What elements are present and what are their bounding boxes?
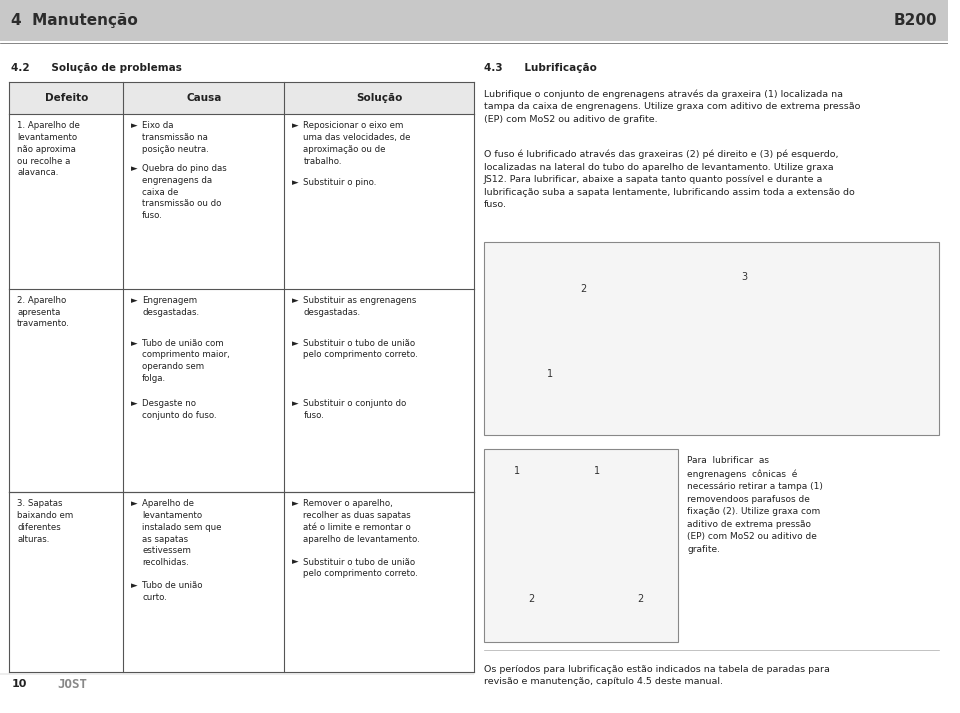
Text: Remover o aparelho,
recolher as duas sapatas
até o limite e remontar o
aparelho : Remover o aparelho, recolher as duas sap… xyxy=(303,499,420,543)
Text: Para  lubrificar  as
engrenagens  cônicas  é
necessário retirar a tampa (1)
remo: Para lubrificar as engrenagens cônicas é… xyxy=(687,456,824,553)
Text: Engrenagem
desgastadas.: Engrenagem desgastadas. xyxy=(142,296,200,317)
Text: Causa: Causa xyxy=(186,93,222,103)
Text: ►: ► xyxy=(292,499,299,508)
Text: 2. Aparelho
apresenta
travamento.: 2. Aparelho apresenta travamento. xyxy=(17,296,70,329)
Text: ►: ► xyxy=(131,164,137,173)
Text: Desgaste no
conjunto do fuso.: Desgaste no conjunto do fuso. xyxy=(142,399,217,420)
Text: 1: 1 xyxy=(594,466,600,476)
Text: 4.3      Lubrificação: 4.3 Lubrificação xyxy=(484,63,596,73)
Text: B200: B200 xyxy=(893,13,937,29)
Bar xyxy=(484,242,939,435)
Text: 4.2      Solução de problemas: 4.2 Solução de problemas xyxy=(12,63,182,73)
Text: Substituir o tubo de união
pelo comprimento correto.: Substituir o tubo de união pelo comprime… xyxy=(303,558,419,578)
Text: Os períodos para lubrificação estão indicados na tabela de paradas para
revisão : Os períodos para lubrificação estão indi… xyxy=(484,665,829,686)
Text: Defeito: Defeito xyxy=(45,93,88,103)
Text: 2: 2 xyxy=(528,594,534,604)
Bar xyxy=(10,82,123,114)
Text: 3. Sapatas
baixando em
diferentes
alturas.: 3. Sapatas baixando em diferentes altura… xyxy=(17,499,73,543)
Text: Substituir o tubo de união
pelo comprimento correto.: Substituir o tubo de união pelo comprime… xyxy=(303,339,419,359)
Text: 2: 2 xyxy=(580,284,587,294)
Text: ►: ► xyxy=(131,581,137,590)
Text: ►: ► xyxy=(131,121,137,130)
Text: ►: ► xyxy=(131,339,137,348)
Text: 1: 1 xyxy=(547,369,553,379)
Text: ►: ► xyxy=(131,296,137,305)
Text: JOST: JOST xyxy=(57,678,87,691)
Text: ►: ► xyxy=(292,296,299,305)
Bar xyxy=(284,82,474,114)
Text: ►: ► xyxy=(292,178,299,188)
Text: ►: ► xyxy=(131,399,137,409)
Text: 1. Aparelho de
levantamento
não aproxima
ou recolhe a
alavanca.: 1. Aparelho de levantamento não aproxima… xyxy=(17,121,80,178)
Text: Substituir as engrenagens
desgastadas.: Substituir as engrenagens desgastadas. xyxy=(303,296,417,317)
Text: 10: 10 xyxy=(12,679,27,689)
Text: Reposicionar o eixo em
uma das velocidades, de
aproximação ou de
trabalho.: Reposicionar o eixo em uma das velocidad… xyxy=(303,121,411,165)
Text: 1: 1 xyxy=(514,466,519,476)
Bar xyxy=(484,449,678,642)
Text: Aparelho de
levantamento
instalado sem que
as sapatas
estivessem
recolhidas.: Aparelho de levantamento instalado sem q… xyxy=(142,499,222,567)
Text: Substituir o pino.: Substituir o pino. xyxy=(303,178,376,188)
Text: Lubrifique o conjunto de engrenagens através da graxeira (1) localizada na
tampa: Lubrifique o conjunto de engrenagens atr… xyxy=(484,89,860,123)
Text: Substituir o conjunto do
fuso.: Substituir o conjunto do fuso. xyxy=(303,399,407,420)
Text: Tubo de união
curto.: Tubo de união curto. xyxy=(142,581,203,602)
Text: ►: ► xyxy=(292,121,299,130)
Text: ►: ► xyxy=(292,339,299,348)
Text: O fuso é lubrificado através das graxeiras (2) pé direito e (3) pé esquerdo,
loc: O fuso é lubrificado através das graxeir… xyxy=(484,150,854,209)
Text: ►: ► xyxy=(292,399,299,409)
Bar xyxy=(123,82,284,114)
Text: ►: ► xyxy=(131,499,137,508)
Text: Solução: Solução xyxy=(356,93,402,103)
Text: Quebra do pino das
engrenagens da
caixa de
transmissão ou do
fuso.: Quebra do pino das engrenagens da caixa … xyxy=(142,164,227,220)
Text: 2: 2 xyxy=(636,594,643,604)
Text: 4  Manutenção: 4 Manutenção xyxy=(12,13,138,29)
Text: 3: 3 xyxy=(741,272,748,282)
Bar xyxy=(0,0,948,41)
Text: Eixo da
transmissão na
posição neutra.: Eixo da transmissão na posição neutra. xyxy=(142,121,209,154)
Text: Tubo de união com
comprimento maior,
operando sem
folga.: Tubo de união com comprimento maior, ope… xyxy=(142,339,230,383)
Text: ►: ► xyxy=(292,558,299,567)
